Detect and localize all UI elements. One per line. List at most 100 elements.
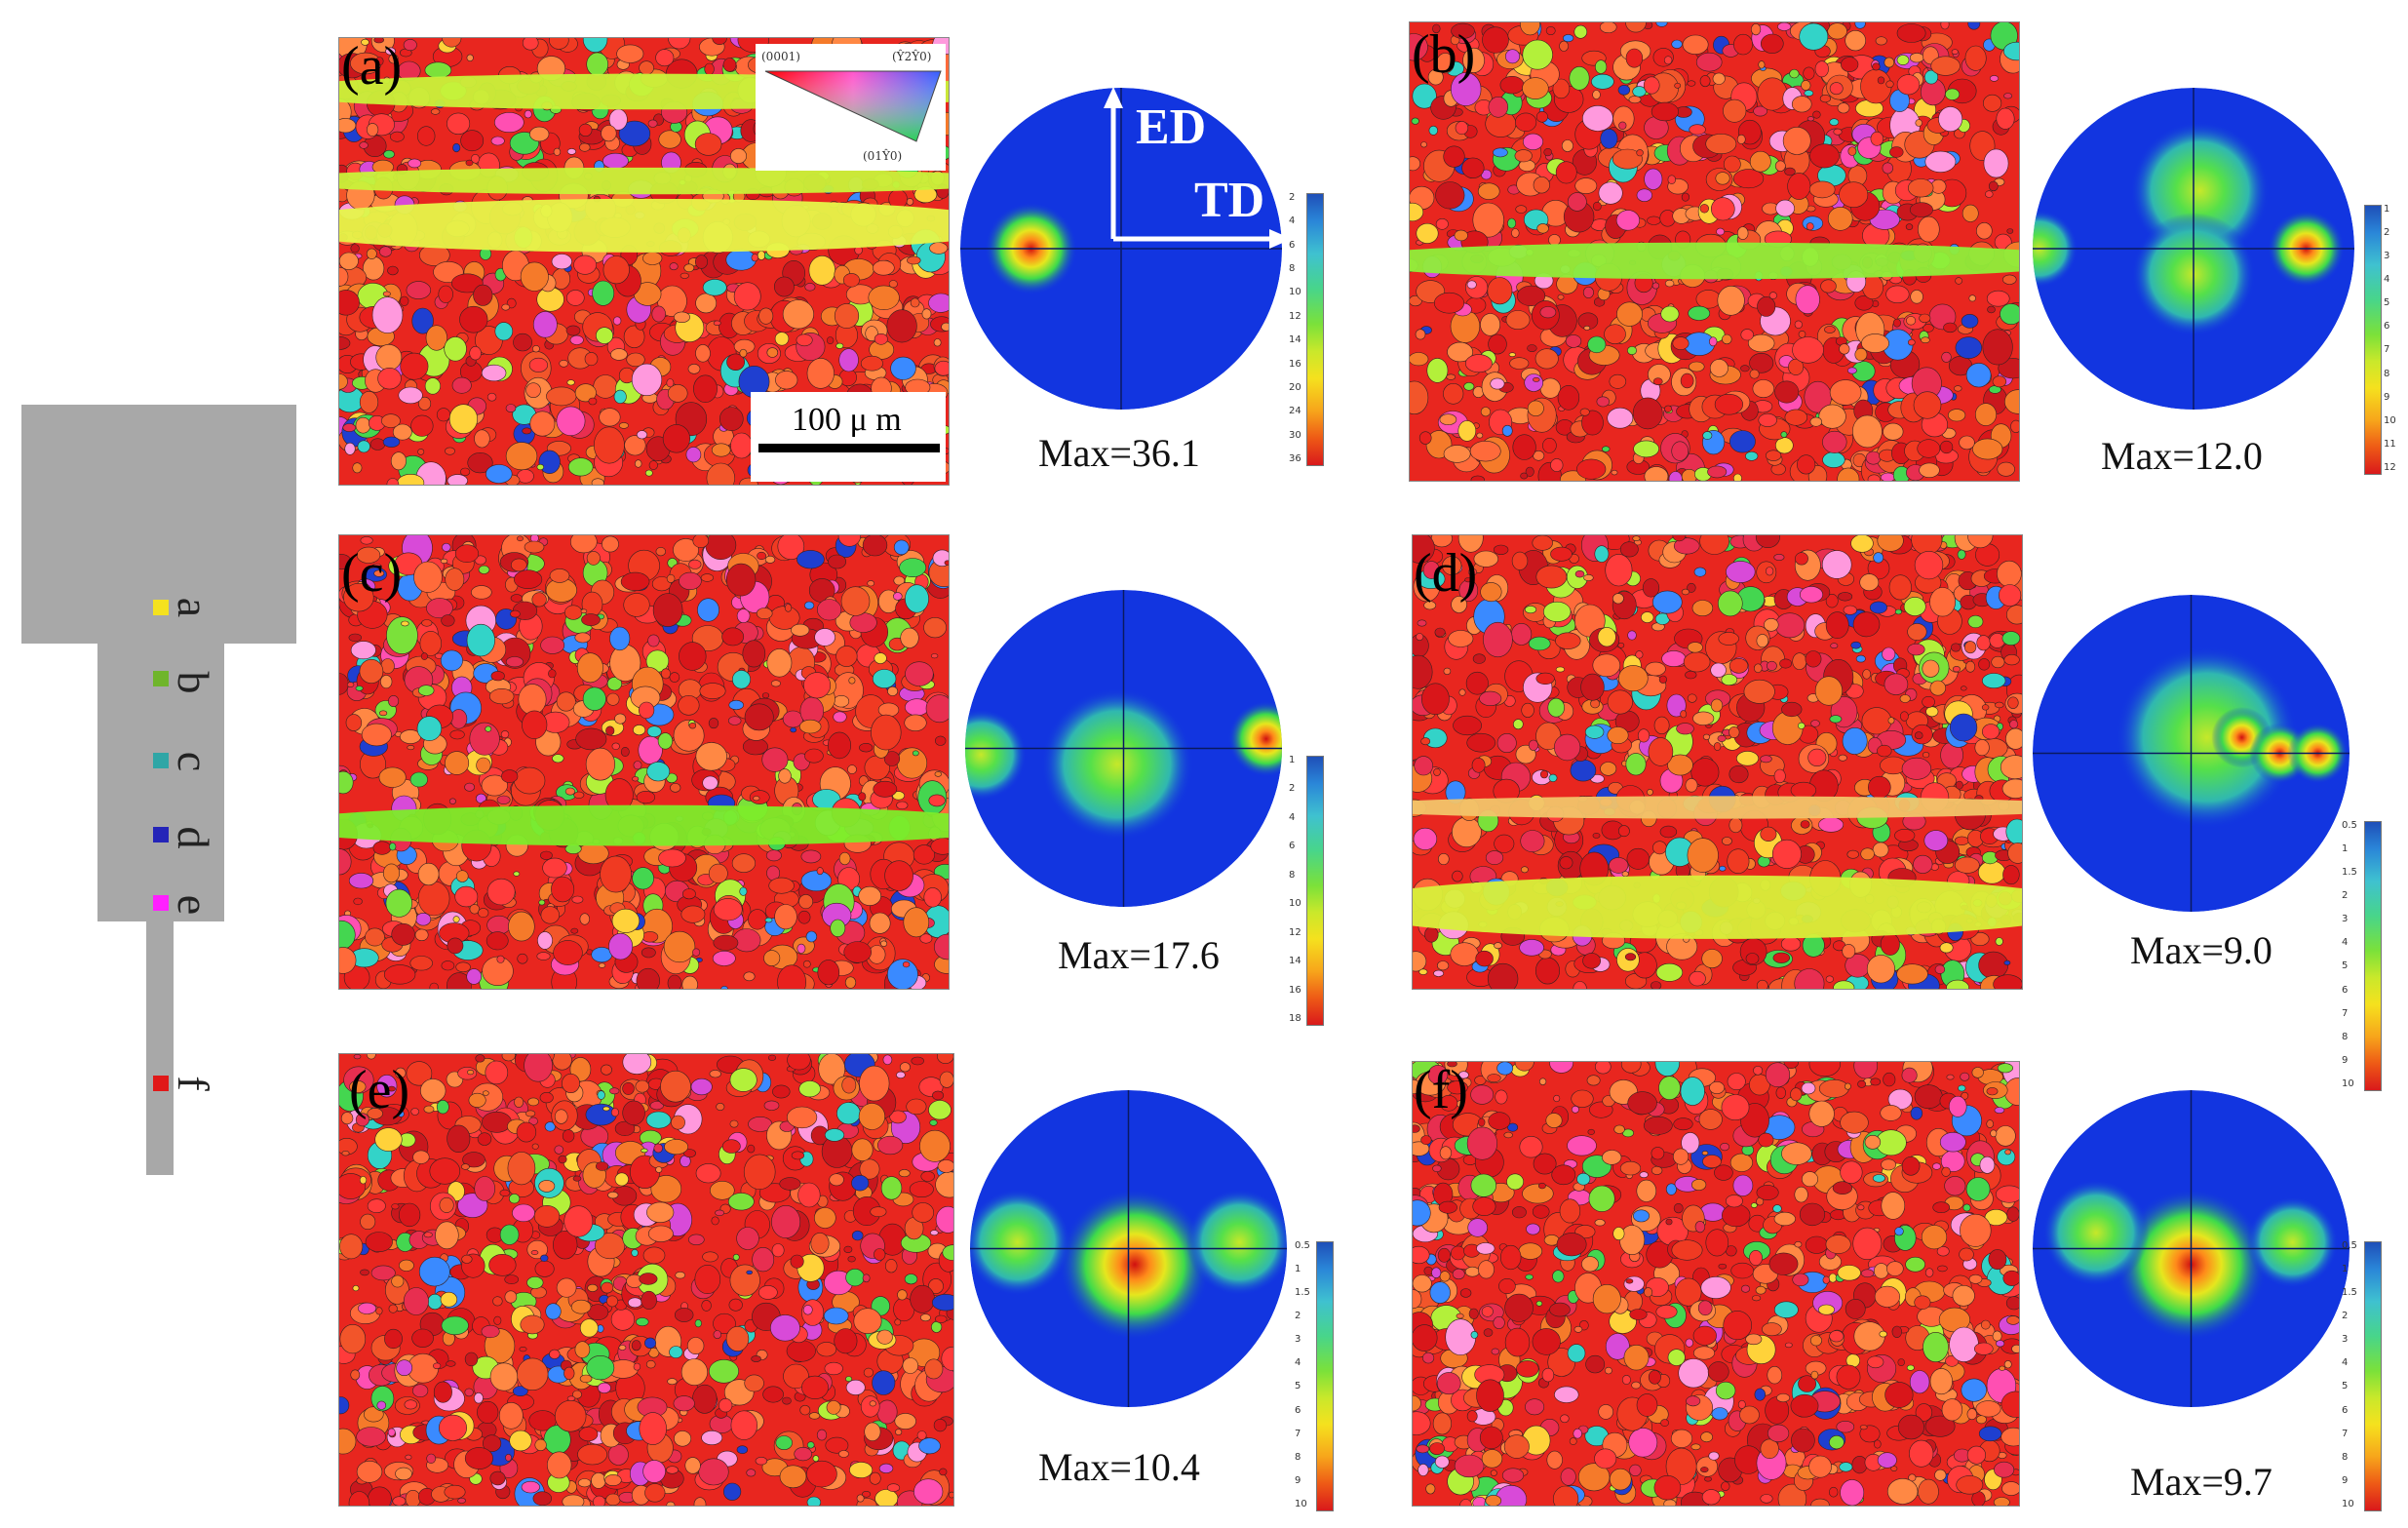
colorbar-tick: 2 — [2342, 1311, 2349, 1322]
colorbar-tick: 12 — [1289, 310, 1301, 322]
ebsd-map-b — [1409, 21, 2020, 482]
colorbar-tick: 16 — [1289, 358, 1301, 370]
colorbar-tick: 8 — [1289, 869, 1296, 881]
colorbar-tick: 1 — [2342, 1264, 2349, 1275]
sample-rod — [146, 917, 174, 1175]
colorbar-tick: 1 — [2342, 843, 2349, 855]
colorbar-ticks-e: 0.5 1 1.5 2 3 4 5 6 7 8 9 10 — [1295, 1241, 1310, 1509]
colorbar-tick: 4 — [1289, 811, 1296, 823]
max-label-b: Max=12.0 — [2101, 434, 2263, 478]
colorbar-tick: 10 — [2342, 1498, 2354, 1509]
pole-figure-e — [970, 1090, 1287, 1407]
point-d-label: d — [169, 826, 218, 849]
colorbar-tick: 16 — [1289, 984, 1301, 996]
colorbar-tick: 1.5 — [1295, 1287, 1310, 1299]
point-b-label: b — [169, 671, 218, 694]
max-label-f: Max=9.7 — [2130, 1460, 2272, 1504]
max-label-d: Max=9.0 — [2130, 928, 2272, 972]
colorbar-tick: 7 — [2384, 344, 2390, 356]
colorbar-tick: 6 — [1289, 841, 1296, 852]
colorbar-tick: 9 — [1295, 1474, 1301, 1486]
axis-td-label: TD — [1194, 173, 1265, 228]
colorbar-tick: 0.5 — [1295, 1240, 1310, 1251]
colorbar-e — [1316, 1241, 1334, 1511]
colorbar-tick: 3 — [2342, 1334, 2349, 1346]
colorbar-tick: 8 — [2342, 1451, 2349, 1463]
colorbar-tick: 2 — [1289, 192, 1296, 203]
colorbar-tick: 14 — [1289, 334, 1301, 346]
ipf-color-key: (0001) (Ŷ2Ŷ0) (01Ŷ0) — [756, 44, 946, 171]
colorbar-tick: 4 — [2342, 1357, 2349, 1369]
colorbar-tick: 4 — [1295, 1357, 1301, 1369]
colorbar-tick: 10 — [2342, 1077, 2354, 1089]
ebsd-map-e — [338, 1053, 954, 1507]
panel-label-b: (b) — [1412, 24, 1476, 85]
panel-label-f: (f) — [1414, 1060, 1468, 1120]
colorbar-tick: 6 — [1289, 239, 1296, 251]
point-c-marker — [153, 753, 169, 768]
colorbar-tick: 1 — [2384, 204, 2390, 215]
ebsd-map-f — [1412, 1061, 2020, 1507]
colorbar-tick: 2 — [2342, 890, 2349, 902]
colorbar-f — [2364, 1241, 2382, 1511]
colorbar-tick: 5 — [2342, 1381, 2349, 1392]
colorbar-tick: 11 — [2384, 438, 2396, 450]
point-a-label: a — [169, 597, 218, 618]
panel-label-e: (e) — [349, 1060, 410, 1120]
colorbar-tick: 6 — [2384, 321, 2390, 333]
colorbar-tick: 4 — [2342, 937, 2349, 949]
colorbar-tick: 4 — [2384, 274, 2390, 286]
scale-bar — [758, 444, 940, 452]
colorbar-a — [1306, 193, 1324, 466]
colorbar-tick: 0.5 — [2342, 1240, 2357, 1251]
ebsd-map-c — [338, 534, 950, 990]
axis-ed-label: ED — [1136, 99, 1207, 155]
colorbar-tick: 10 — [1289, 287, 1301, 298]
colorbar-tick: 0.5 — [2342, 820, 2357, 831]
colorbar-tick: 7 — [2342, 1007, 2349, 1019]
colorbar-tick: 8 — [2384, 368, 2390, 379]
colorbar-tick: 12 — [1289, 926, 1301, 938]
colorbar-tick: 1.5 — [2342, 1287, 2357, 1299]
colorbar-tick: 5 — [2342, 960, 2349, 972]
colorbar-tick: 1 — [1295, 1264, 1301, 1275]
ebsd-map-d — [1412, 534, 2023, 990]
colorbar-tick: 4 — [1289, 215, 1296, 227]
colorbar-d — [2364, 821, 2382, 1091]
scale-bar-label: 100 μ m — [792, 402, 902, 438]
colorbar-tick: 20 — [1289, 381, 1301, 393]
pole-figure-c — [965, 590, 1282, 907]
colorbar-tick: 14 — [1289, 956, 1301, 967]
colorbar-ticks-c: 1 2 4 6 8 10 12 14 16 18 — [1289, 756, 1301, 1024]
colorbar-tick: 5 — [2384, 297, 2390, 309]
pole-figure-b — [2033, 88, 2354, 410]
colorbar-tick: 6 — [2342, 984, 2349, 996]
panel-label-c: (c) — [341, 543, 403, 604]
panel-label-d: (d) — [1414, 543, 1478, 604]
ipf-label-2110: (Ŷ2Ŷ0) — [892, 50, 932, 63]
colorbar-tick: 6 — [2342, 1404, 2349, 1416]
axes-arrows-icon — [1104, 87, 1292, 249]
ipf-triangle-icon — [764, 70, 942, 142]
colorbar-tick: 3 — [2384, 251, 2390, 262]
ipf-label-0110: (01Ŷ0) — [863, 149, 903, 163]
colorbar-b — [2364, 205, 2382, 475]
colorbar-tick: 1.5 — [2342, 867, 2357, 879]
colorbar-tick: 2 — [1295, 1311, 1301, 1322]
colorbar-tick: 9 — [2342, 1054, 2349, 1066]
max-label-e: Max=10.4 — [1038, 1445, 1200, 1489]
colorbar-tick: 9 — [2384, 391, 2390, 403]
ipf-label-0001: (0001) — [761, 50, 800, 63]
point-b-marker — [153, 671, 169, 686]
colorbar-tick: 2 — [1289, 783, 1296, 795]
colorbar-ticks-d: 0.5 1 1.5 2 3 4 5 6 7 8 9 10 — [2342, 821, 2357, 1089]
point-e-marker — [153, 895, 169, 911]
point-f-marker — [153, 1076, 169, 1091]
colorbar-tick: 8 — [2342, 1031, 2349, 1042]
colorbar-tick: 18 — [1289, 1012, 1301, 1024]
colorbar-tick: 9 — [2342, 1474, 2349, 1486]
colorbar-tick: 2 — [2384, 227, 2390, 239]
colorbar-tick: 10 — [1295, 1498, 1307, 1509]
colorbar-tick: 10 — [2384, 414, 2396, 426]
colorbar-tick: 7 — [2342, 1428, 2349, 1439]
